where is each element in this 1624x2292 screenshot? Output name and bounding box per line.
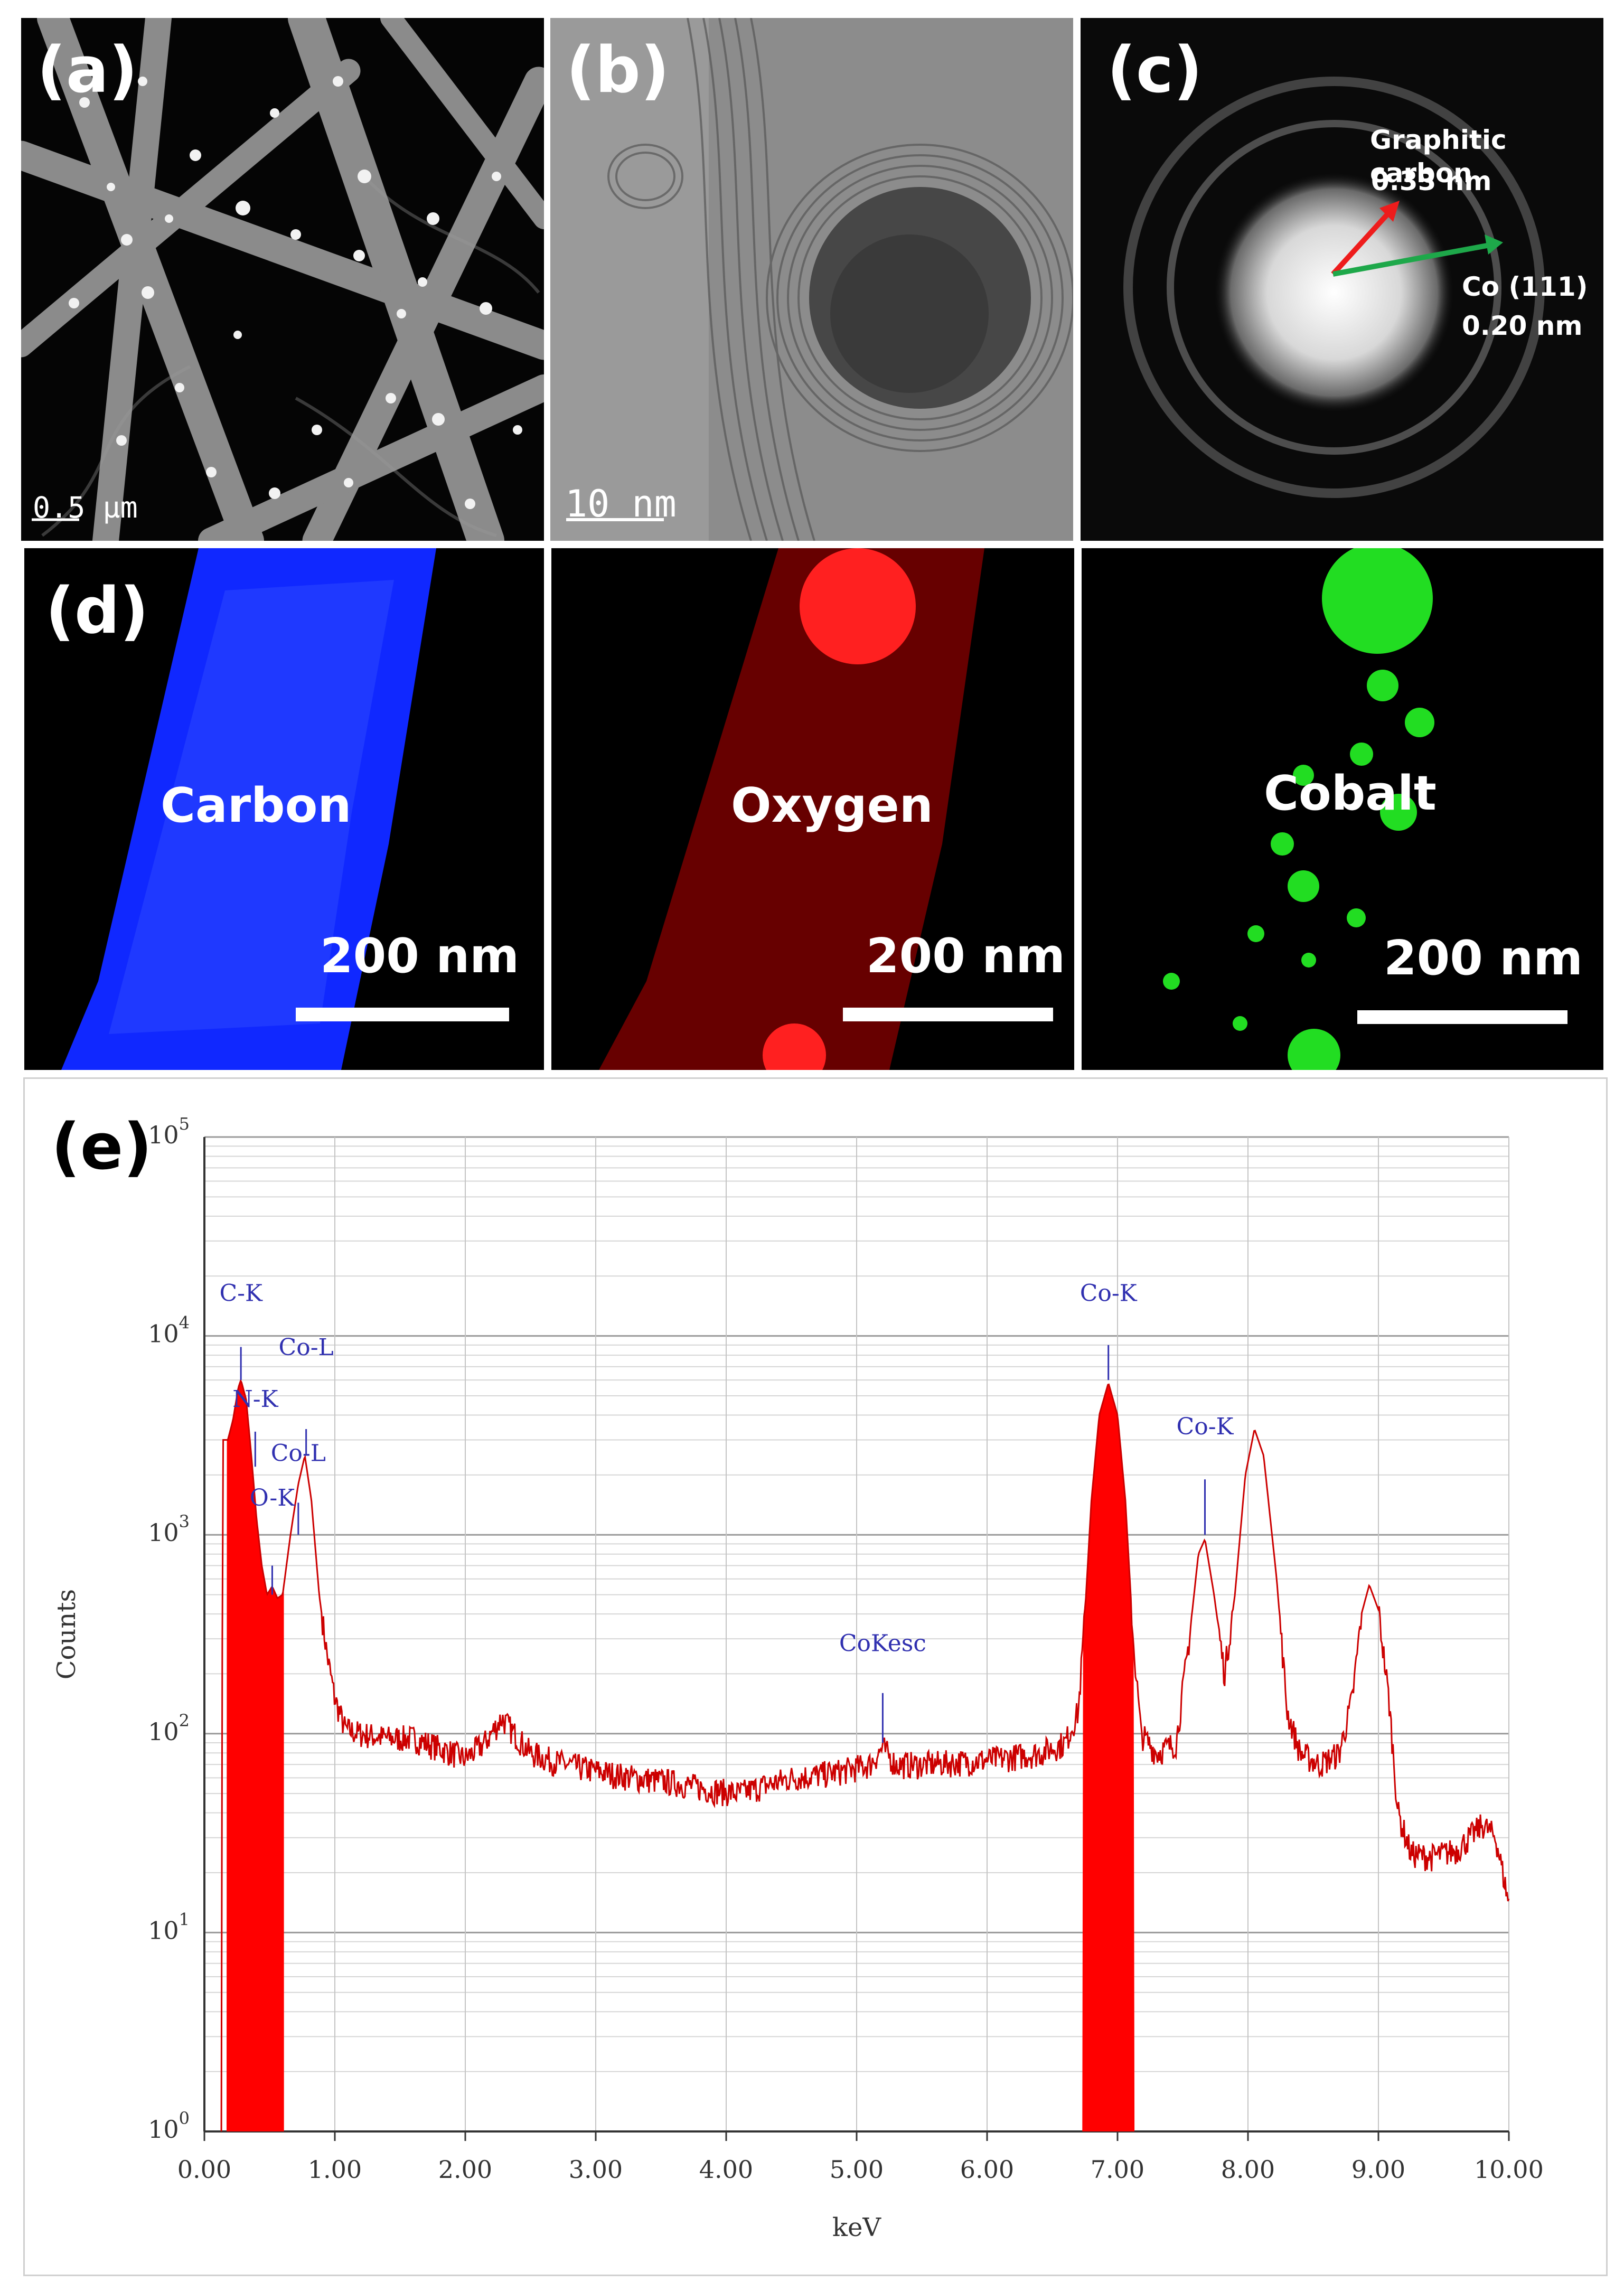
x-axis-title: keV <box>832 2213 881 2242</box>
x-tick-label: 5.00 <box>830 2155 884 2184</box>
y-tick-label: 105 <box>148 1114 190 1149</box>
x-tick-label: 0.00 <box>177 2155 231 2184</box>
panel-a-scale-text: 0.5 μm <box>33 491 138 524</box>
panel-b-hrtem-image: (b) 10 nm <box>550 18 1073 541</box>
panel-c-fft-image: (c) Graphitic carbon 0.33 nm Co (111) 0.… <box>1081 18 1603 541</box>
peak-label: C-K <box>219 1280 263 1307</box>
nanofiber-image <box>21 18 544 541</box>
y-tick-label: 100 <box>148 2108 190 2144</box>
panel-b-label: (b) <box>566 34 670 107</box>
oxygen-map-image <box>551 548 1074 1070</box>
hrtem-image <box>550 18 1073 541</box>
oxygen-scale-text: 200 nm <box>866 928 1066 984</box>
panel-d-oxygen-map: Oxygen 200 nm <box>551 548 1074 1070</box>
carbon-label: Carbon <box>161 778 352 833</box>
filled-peak-region <box>1082 1384 1135 2131</box>
x-tick-label: 4.00 <box>699 2155 753 2184</box>
carbon-map-image <box>24 548 544 1070</box>
spectrum-line <box>220 1378 1510 2132</box>
peak-label: Co-L <box>279 1334 334 1361</box>
peak-label: O-K <box>250 1485 296 1511</box>
x-tick-label: 10.00 <box>1474 2155 1544 2184</box>
fft-pattern <box>1081 18 1603 541</box>
peak-label: Co-K <box>1080 1280 1138 1307</box>
oxygen-label: Oxygen <box>731 778 933 833</box>
eds-spectrum-chart: (e) 100 101 102 103 104 105 0.00 1.00 2.00 3.00 4.0… <box>51 1111 1544 2242</box>
carbon-scale-text: 200 nm <box>320 928 520 984</box>
panel-d-label: (d) <box>45 575 149 648</box>
graphitic-carbon-label: Graphitic carbon <box>1370 125 1507 189</box>
peak-label: Co-K <box>1177 1413 1234 1440</box>
y-tick-label: 104 <box>148 1313 190 1348</box>
panel-b-scale-text: 10 nm <box>565 482 677 525</box>
y-axis-title: Counts <box>52 1589 81 1679</box>
panel-d-cobalt-map: Cobalt 200 nm <box>1082 548 1603 1070</box>
x-tick-label: 7.00 <box>1091 2155 1144 2184</box>
peak-label: CoKesc <box>839 1630 926 1657</box>
y-tick-label: 102 <box>148 1711 190 1746</box>
co111-spacing-label: 0.20 nm <box>1462 311 1583 341</box>
graphitic-spacing-label: 0.33 nm <box>1371 166 1492 196</box>
peak-label: N-K <box>232 1386 278 1413</box>
x-tick-label: 1.00 <box>308 2155 362 2184</box>
co111-label: Co (111) <box>1462 271 1588 302</box>
cobalt-label: Cobalt <box>1264 766 1437 821</box>
x-tick-label: 3.00 <box>569 2155 623 2184</box>
panel-d-carbon-map: (d) Carbon 200 nm <box>24 548 544 1070</box>
panel-a-sem-image: (a) 0.5 μm <box>21 18 544 541</box>
x-tick-label: 6.00 <box>960 2155 1014 2184</box>
y-tick-label: 101 <box>148 1909 190 1945</box>
filled-peak-region <box>226 1380 284 2131</box>
panel-e-eds-spectrum: (e) 100 101 102 103 104 105 0.00 1.00 2.00 3.00 4.0… <box>23 1077 1608 2276</box>
panel-a-label: (a) <box>37 34 138 107</box>
x-tick-label: 9.00 <box>1351 2155 1405 2184</box>
cobalt-scale-text: 200 nm <box>1384 931 1583 986</box>
x-tick-label: 2.00 <box>438 2155 492 2184</box>
panel-c-label: (c) <box>1107 34 1203 107</box>
x-tick-label: 8.00 <box>1221 2155 1275 2184</box>
peak-label: Co-L <box>271 1440 326 1467</box>
y-tick-label: 103 <box>148 1511 190 1547</box>
cobalt-map-image <box>1082 548 1603 1070</box>
panel-e-label: (e) <box>51 1111 152 1184</box>
